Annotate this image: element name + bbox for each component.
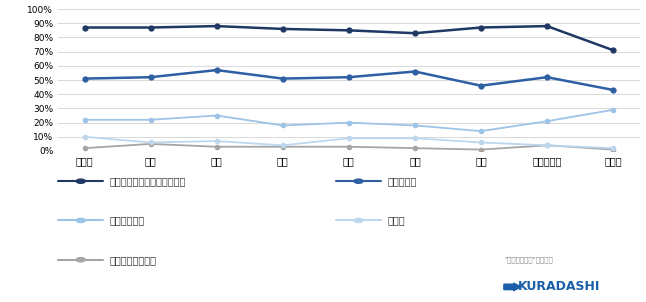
Text: KURADASHI: KURADASHI — [518, 280, 601, 294]
Text: "もったいない"を価値へ: "もったいない"を価値へ — [504, 256, 552, 263]
Text: その他: その他 — [388, 215, 405, 226]
Text: フラワーロス: フラワーロス — [110, 215, 145, 226]
Text: 食料品ロス: 食料品ロス — [388, 176, 417, 186]
Text: 興味・関心がない: 興味・関心がない — [110, 255, 157, 265]
Text: 野菜ロス（規格外野菜など）: 野菜ロス（規格外野菜など） — [110, 176, 186, 186]
